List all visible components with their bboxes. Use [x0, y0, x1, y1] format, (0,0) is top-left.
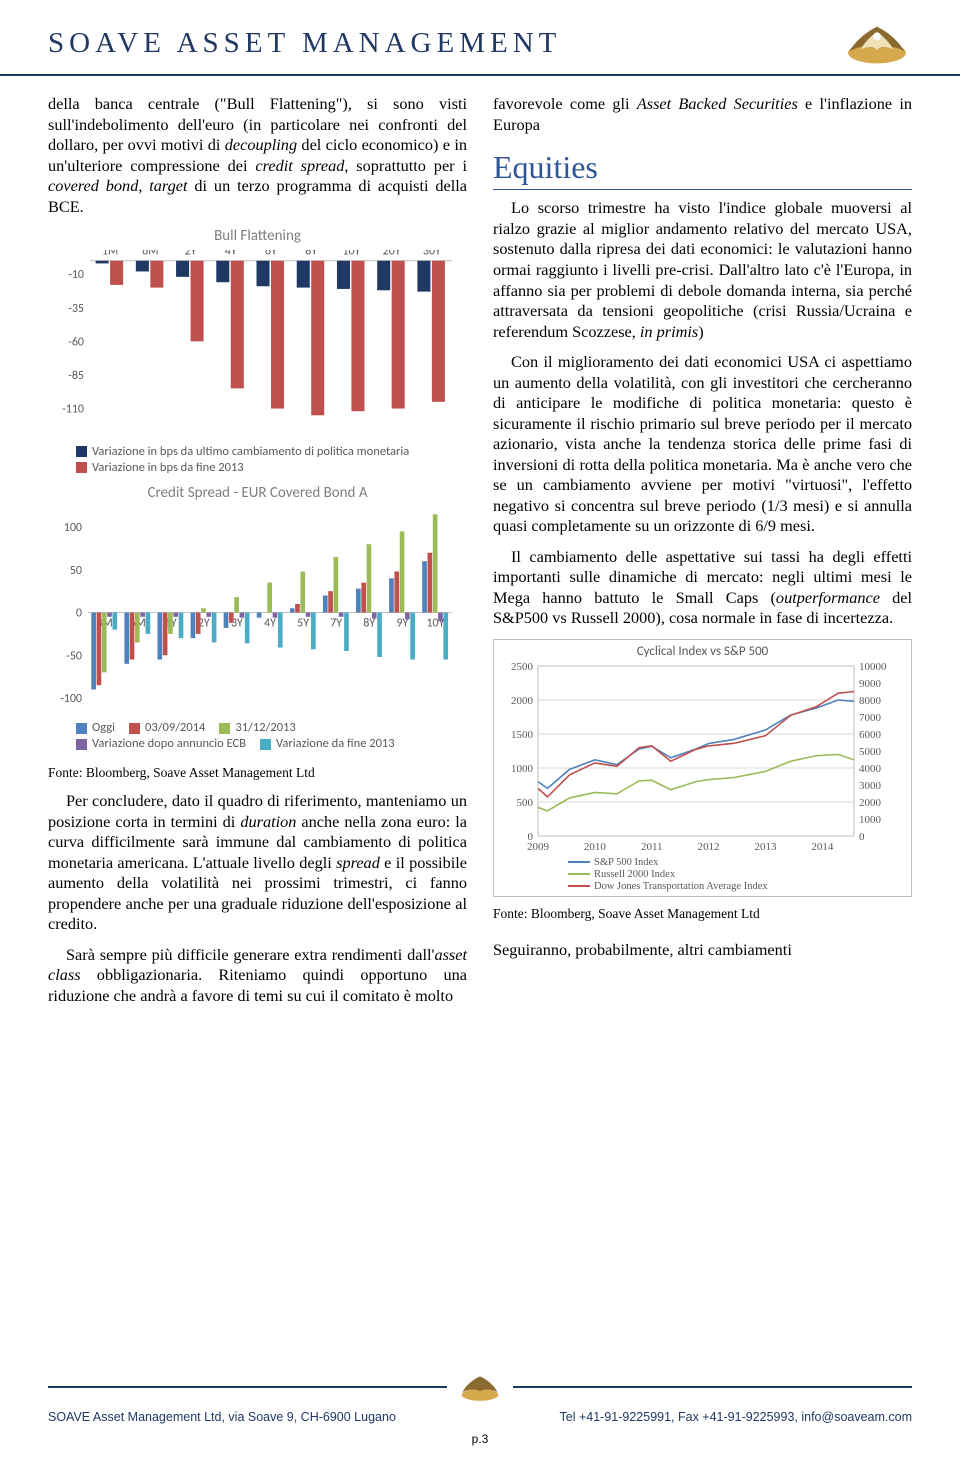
- page-header: SOAVE ASSET MANAGEMENT: [0, 0, 960, 76]
- svg-text:20Y: 20Y: [383, 250, 401, 259]
- left-p3: Sarà sempre più difficile generare extra…: [48, 945, 467, 1007]
- page-footer: SOAVE Asset Management Ltd, via Soave 9,…: [0, 1370, 960, 1446]
- svg-text:3000: 3000: [859, 780, 882, 792]
- svg-text:30Y: 30Y: [423, 250, 441, 259]
- svg-text:9000: 9000: [859, 678, 882, 690]
- svg-text:2012: 2012: [698, 841, 720, 853]
- right-p1: Lo scorso trimestre ha visto l'indice gl…: [493, 198, 912, 342]
- right-p3: Il cambiamento delle aspettative sui tas…: [493, 547, 912, 629]
- chart-bull-flattening: Bull Flattening -10 -35 -60 -85 -110 1M 6M 2Y 4Y…: [48, 227, 467, 479]
- footer-rule-right: [513, 1386, 912, 1388]
- svg-text:Dow Jones Transportation Avera: Dow Jones Transportation Average Index: [594, 881, 768, 892]
- svg-text:1000: 1000: [511, 763, 534, 775]
- svg-text:-110: -110: [62, 403, 84, 417]
- chart-credit-spread: Credit Spread - EUR Covered Bond A -100 -…: [48, 484, 467, 756]
- left-p1: della banca centrale ("Bull Flattening")…: [48, 94, 467, 217]
- chart3-svg: 0500100015002000250001000200030004000500…: [498, 662, 898, 892]
- right-column: favorevole come gli Asset Backed Securit…: [493, 94, 912, 1016]
- svg-text:2000: 2000: [859, 797, 882, 809]
- svg-text:0: 0: [859, 831, 865, 843]
- chart1-legend: Variazione in bps da ultimo cambiamento …: [48, 440, 467, 480]
- chart2-legend: Oggi03/09/201431/12/2013Variazione dopo …: [48, 716, 467, 756]
- svg-text:4Y: 4Y: [225, 250, 237, 259]
- svg-text:Russell 2000 Index: Russell 2000 Index: [594, 869, 676, 880]
- svg-text:-85: -85: [68, 369, 84, 383]
- svg-text:-10: -10: [68, 268, 84, 282]
- svg-text:6000: 6000: [859, 729, 882, 741]
- svg-text:2013: 2013: [755, 841, 778, 853]
- svg-text:5Y: 5Y: [297, 617, 309, 631]
- svg-text:100: 100: [64, 522, 82, 536]
- svg-text:8000: 8000: [859, 695, 882, 707]
- chart3-title: Cyclical Index vs S&P 500: [498, 644, 907, 660]
- svg-text:500: 500: [517, 797, 534, 809]
- eagle-logo-icon: [842, 20, 912, 66]
- left-p2: Per concludere, dato il quadro di riferi…: [48, 791, 467, 935]
- svg-text:1500: 1500: [511, 729, 534, 741]
- right-fonte: Fonte: Bloomberg, Soave Asset Management…: [493, 905, 912, 922]
- footer-rule-left: [48, 1386, 447, 1388]
- svg-text:8Y: 8Y: [363, 617, 375, 631]
- svg-text:2014: 2014: [811, 841, 834, 853]
- svg-text:2010: 2010: [584, 841, 607, 853]
- svg-text:5000: 5000: [859, 746, 882, 758]
- svg-text:4000: 4000: [859, 763, 882, 775]
- svg-text:-50: -50: [66, 650, 82, 664]
- svg-text:2009: 2009: [527, 841, 550, 853]
- svg-text:10000: 10000: [859, 662, 887, 673]
- chart1-svg: -10 -35 -60 -85 -110 1M 6M 2Y 4Y 6Y 8Y 10Y 20Y 30Y: [48, 250, 458, 440]
- left-fonte: Fonte: Bloomberg, Soave Asset Management…: [48, 764, 467, 781]
- svg-text:6M: 6M: [142, 250, 158, 259]
- svg-text:-100: -100: [60, 692, 82, 706]
- svg-text:-35: -35: [68, 302, 84, 316]
- chart1-title: Bull Flattening: [48, 227, 467, 246]
- right-p2: Con il miglioramento dei dati economici …: [493, 352, 912, 537]
- svg-text:7Y: 7Y: [330, 617, 342, 631]
- chart-cyclical-index: Cyclical Index vs S&P 500 0 500 1000 1500 20…: [493, 639, 912, 897]
- svg-text:1M: 1M: [102, 250, 118, 259]
- svg-text:6Y: 6Y: [265, 250, 277, 259]
- svg-text:2000: 2000: [511, 695, 534, 707]
- svg-text:-60: -60: [68, 335, 84, 349]
- svg-text:2Y: 2Y: [185, 250, 197, 259]
- svg-text:0: 0: [76, 607, 82, 621]
- svg-text:4Y: 4Y: [264, 617, 276, 631]
- right-p0: favorevole come gli Asset Backed Securit…: [493, 94, 912, 135]
- page-number: p.3: [48, 1432, 912, 1446]
- footer-address: SOAVE Asset Management Ltd, via Soave 9,…: [48, 1410, 396, 1424]
- svg-text:7000: 7000: [859, 712, 882, 724]
- svg-text:50: 50: [70, 564, 82, 578]
- svg-text:S&P 500 Index: S&P 500 Index: [594, 857, 659, 868]
- section-equities-title: Equities: [493, 147, 912, 190]
- chart2-title: Credit Spread - EUR Covered Bond A: [48, 484, 467, 503]
- left-column: della banca centrale ("Bull Flattening")…: [48, 94, 467, 1016]
- svg-text:8Y: 8Y: [305, 250, 317, 259]
- svg-text:2500: 2500: [511, 662, 534, 673]
- right-p4: Seguiranno, probabilmente, altri cambiam…: [493, 940, 912, 961]
- footer-eagle-icon: [457, 1370, 503, 1404]
- chart2-svg: -100-500501003M6M1Y2Y3Y4Y5Y7Y8Y9Y10Y: [48, 506, 458, 716]
- svg-text:2011: 2011: [641, 841, 663, 853]
- svg-text:10Y: 10Y: [342, 250, 360, 259]
- footer-contact: Tel +41-91-9225991, Fax +41-91-9225993, …: [560, 1410, 913, 1424]
- svg-text:1000: 1000: [859, 814, 882, 826]
- brand-title: SOAVE ASSET MANAGEMENT: [48, 27, 561, 60]
